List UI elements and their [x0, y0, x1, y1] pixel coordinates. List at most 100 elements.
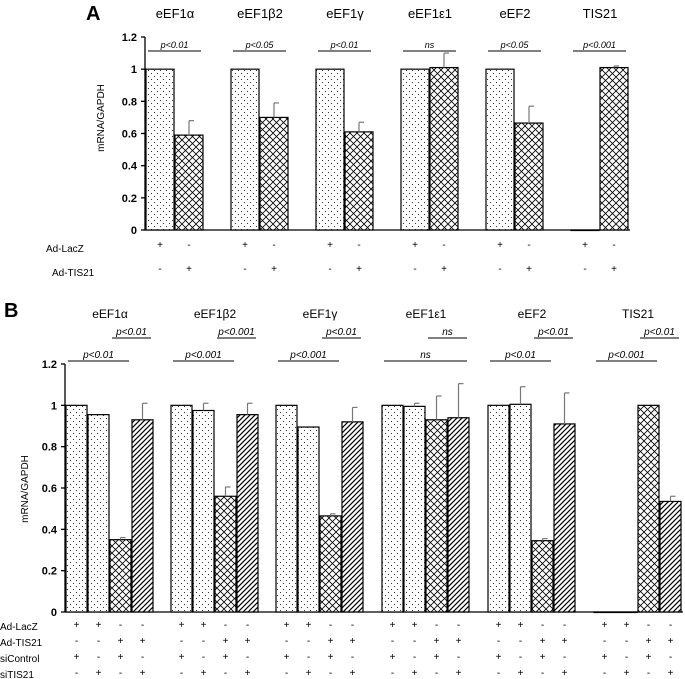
panel-a-ytick-label: 0.8 [122, 96, 137, 108]
panel-b-cond-eef2-r2-c3: + [540, 636, 546, 647]
panel-b-cond-eef1-r2-c3: + [328, 636, 334, 647]
panel-b-cond-eef1-r1-c1: + [74, 620, 80, 631]
panel-a-bar-eef11-1 [400, 68, 430, 231]
panel-b-ytick-label: 0 [51, 607, 57, 619]
panel-b-cond-eef1-r2-c2: - [307, 636, 310, 647]
panel-b-cond-eef12-r1-c2: + [201, 620, 207, 631]
panel-b-cond-eef1-r4-c3: - [329, 668, 332, 679]
panel-b-cond-eef11-r3-c2: - [413, 652, 416, 663]
panel-a-sig-label-eef11-1: ns [425, 40, 435, 50]
panel-b-bar-eef1-2 [87, 414, 110, 613]
panel-b-bar-eef12-2 [192, 409, 215, 613]
panel-a-bar-eef12-2 [259, 116, 289, 231]
panel-b-cond-eef11-r3-c4: - [457, 652, 460, 663]
panel-a-sig-label-tis21-1: p<0.001 [582, 40, 616, 50]
panel-b-cond-eef1-r1-c1: + [284, 620, 290, 631]
panel-b-cond-eef12-r4-c1: - [180, 668, 183, 679]
panel-b-cond-eef1-r3-c4: - [141, 652, 144, 663]
panel-b-group-title-tis21: TIS21 [622, 307, 654, 321]
panel-a-ytick-label: 0.6 [122, 129, 137, 141]
panel-b-row-label-sitis21: siTIS21 [0, 670, 34, 679]
panel-b-ytick-label: 1.2 [42, 359, 57, 371]
panel-b-bar-eef2-4 [553, 423, 576, 613]
panel-a-cond-eef1-r2-c2: + [186, 264, 192, 275]
panel-b-cond-eef1-r2-c2: - [97, 636, 100, 647]
panel-b-cond-tis21-r2-c2: - [625, 636, 628, 647]
panel-b-bar-eef2-3 [531, 540, 554, 613]
panel-b-cond-eef2-r2-c2: - [519, 636, 522, 647]
panel-b-bars: eEF1α p<0.01 p<0.01 eEF1β2 p<0.001 p<0.001 eEF… [65, 307, 682, 614]
panel-a-ylabel: mRNA/GAPDH [96, 84, 107, 152]
panel-b-cond-eef11-r4-c2: + [412, 668, 418, 679]
panel-a-bar-eef1-1 [145, 68, 175, 231]
panel-b-sig-label-eef2-1: p<0.01 [504, 350, 536, 361]
panel-a-cond-eef1-r1-c2: - [187, 240, 190, 251]
panel-b-sig-label-eef2-2: p<0.01 [537, 327, 569, 338]
panel-a-cond-eef1-r1-c1: + [327, 240, 333, 251]
panel-b-cond-eef12-r1-c1: + [179, 620, 185, 631]
panel-b-cond-eef1-r1-c4: - [141, 620, 144, 631]
panel-b-cond-tis21-r2-c1: - [603, 636, 606, 647]
panel-a-bar-eef1-2 [174, 134, 204, 231]
panel-a-cond-eef1-r2-c1: - [328, 264, 331, 275]
panel-b-cond-eef1-r4-c4: + [350, 668, 356, 679]
panel-a-sig-label-eef12-1: p<0.05 [245, 40, 275, 50]
panel-b-cond-eef12-r1-c4: - [246, 620, 249, 631]
panel-b-cond-eef1-r3-c2: - [307, 652, 310, 663]
panel-b-ylabel: mRNA/GAPDH [20, 455, 31, 523]
panel-b-sig-label-eef11-2: ns [442, 327, 453, 338]
panel-b-bar-eef2-1 [487, 404, 510, 613]
panel-a-cond-eef1-r2-c2: + [356, 264, 362, 275]
panel-b-group-title-eef11: eEF1ε1 [406, 307, 447, 321]
panel-b-cond-eef12-r3-c3: + [223, 652, 229, 663]
panel-b-bar-eef12-1 [170, 404, 193, 613]
panel-b-bar-eef1-2 [297, 426, 320, 613]
panel-b-cond-eef11-r2-c4: + [456, 636, 462, 647]
panel-a-sig-label-eef1-1: p<0.01 [160, 40, 189, 50]
panel-a-condition-table: + - - + + - - + + - - + + - - + + - - + + - - + [157, 240, 617, 275]
panel-a-ytick-label: 0.2 [122, 193, 137, 205]
panel-b-cond-eef1-r4-c1: - [285, 668, 288, 679]
panel-a-label: A [86, 3, 100, 25]
panel-b-bar-eef11-1 [381, 404, 404, 613]
panel-b-cond-eef1-r1-c3: - [329, 620, 332, 631]
panel-a-bar-eef2-1 [485, 68, 515, 231]
panel-b-cond-eef2-r2-c1: - [497, 636, 500, 647]
panel-b-sig-label-tis21-2: p<0.01 [643, 327, 675, 338]
panel-b-cond-eef2-r3-c1: + [496, 652, 502, 663]
panel-b-group-title-eef1: eEF1γ [303, 307, 338, 321]
panel-b-label: B [4, 300, 18, 322]
panel-b-bar-eef1-3 [319, 515, 342, 613]
panel-b-sig-label-eef11-1: ns [420, 350, 431, 361]
panel-b-row-label-ad-tis21: Ad-TIS21 [0, 638, 43, 649]
panel-b-ytick-label: 0.6 [42, 483, 57, 495]
panel-b-cond-eef11-r1-c2: + [412, 620, 418, 631]
panel-b-cond-eef2-r1-c4: - [563, 620, 566, 631]
panel-b-sig-label-eef12-1: p<0.001 [184, 350, 221, 361]
panel-b-group-title-eef12: eEF1β2 [194, 307, 237, 321]
panel-b-cond-eef11-r2-c3: + [434, 636, 440, 647]
panel-b-bar-eef11-2 [403, 405, 426, 613]
panel-b-bar-eef11-4 [447, 417, 470, 613]
panel-a-group-title-eef1: eEF1α [156, 6, 195, 21]
panel-a-bars: eEF1α p<0.01 eEF1β2 p<0.05 eEF1γ p<0.01 eEF1ε1… [145, 6, 629, 232]
panel-a-cond-eef12-r1-c1: + [242, 240, 248, 251]
panel-b-sig-label-eef12-2: p<0.001 [217, 327, 254, 338]
panel-b-cond-tis21-r3-c1: + [602, 652, 608, 663]
panel-b-cond-eef1-r3-c3: + [328, 652, 334, 663]
panel-b-cond-eef1-r4-c1: - [75, 668, 78, 679]
panel-b-cond-eef11-r1-c1: + [390, 620, 396, 631]
panel-b-cond-eef11-r2-c1: - [391, 636, 394, 647]
panel-b-cond-eef12-r4-c3: - [224, 668, 227, 679]
panel-a-bar-eef2-2 [514, 122, 544, 231]
panel-b-bar-tis21-4 [659, 500, 682, 613]
panel-b-cond-tis21-r3-c3: + [646, 652, 652, 663]
panel-b-condition-table: + + - - - - + + + - + - - + - + + + - - - - + + + - + - - + - + + + - - - - + +… [74, 620, 674, 679]
panel-a-bar-eef12-1 [230, 68, 260, 231]
panel-a-cond-eef2-r2-c1: - [498, 264, 501, 275]
panel-b-cond-eef12-r3-c1: + [179, 652, 185, 663]
panel-b-cond-eef1-r4-c2: + [306, 668, 312, 679]
panel-a-group-title-tis21: TIS21 [583, 6, 618, 21]
panel-a-row-label-ad-tis21: Ad-TIS21 [52, 268, 95, 279]
